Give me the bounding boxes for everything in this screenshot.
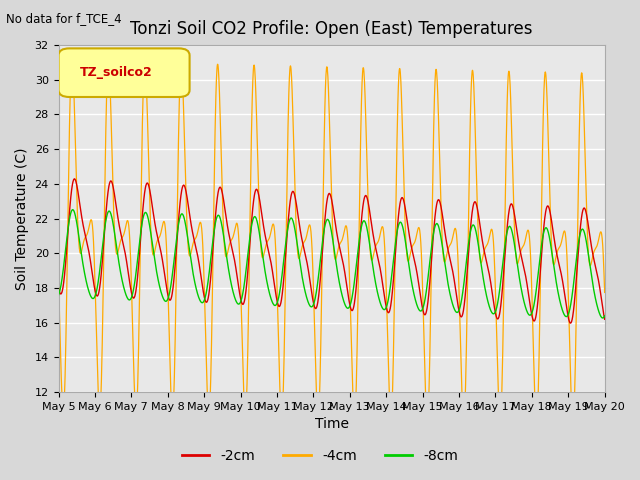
- Text: No data for f_TCE_4: No data for f_TCE_4: [6, 12, 122, 25]
- FancyBboxPatch shape: [58, 48, 189, 97]
- Title: Tonzi Soil CO2 Profile: Open (East) Temperatures: Tonzi Soil CO2 Profile: Open (East) Temp…: [131, 20, 533, 38]
- Y-axis label: Soil Temperature (C): Soil Temperature (C): [15, 147, 29, 290]
- Text: TZ_soilco2: TZ_soilco2: [81, 66, 153, 79]
- X-axis label: Time: Time: [315, 418, 349, 432]
- Legend: -2cm, -4cm, -8cm: -2cm, -4cm, -8cm: [176, 443, 464, 468]
